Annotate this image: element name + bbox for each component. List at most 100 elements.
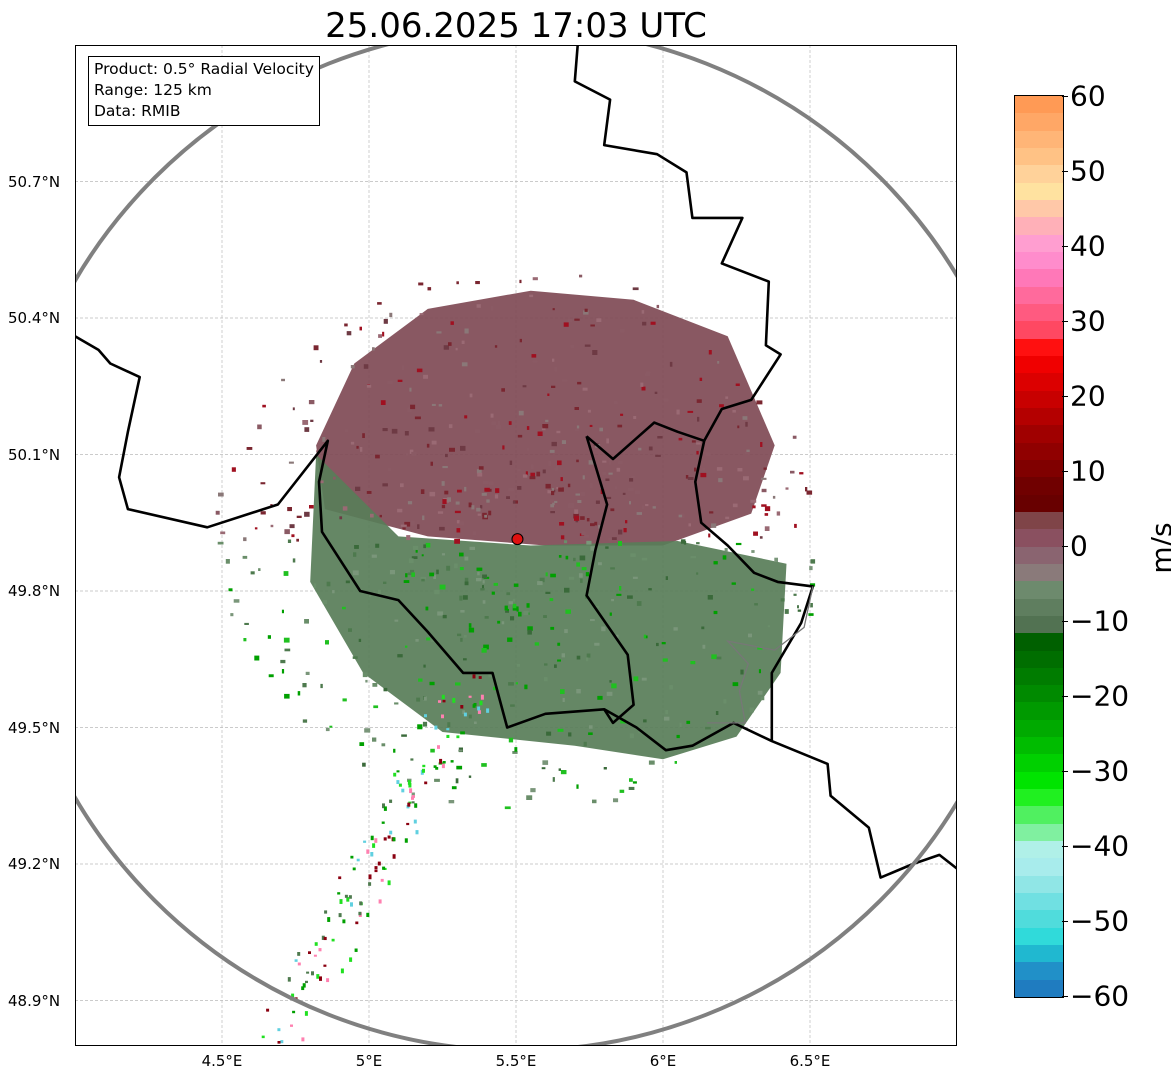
echo-speckle — [686, 720, 691, 724]
radar-speckles — [215, 274, 816, 1044]
echo-speckle — [732, 410, 736, 413]
echo-speckle — [481, 648, 487, 653]
echo-speckle — [550, 504, 554, 508]
echo-speckle — [806, 490, 813, 495]
streak-speckle — [363, 840, 367, 843]
streak-speckle — [290, 1024, 293, 1027]
echo-speckle — [592, 350, 598, 355]
echo-speckle — [619, 789, 625, 793]
echo-speckle — [401, 734, 407, 737]
echo-speckle — [548, 461, 552, 466]
echo-speckle — [418, 678, 423, 682]
colorbar-segment — [1015, 113, 1063, 131]
streak-speckle — [372, 843, 376, 848]
echo-speckle — [648, 588, 652, 591]
echo-speckle — [319, 360, 323, 363]
streak-speckle — [277, 1028, 281, 1032]
echo-speckle — [508, 601, 513, 605]
echo-speckle — [508, 421, 512, 425]
echo-speckle — [586, 540, 592, 545]
echo-speckle — [457, 633, 462, 637]
echo-speckle — [776, 511, 781, 516]
velocity-colorbar — [1014, 95, 1064, 998]
echo-speckle — [482, 600, 486, 604]
echo-speckle — [722, 555, 727, 560]
positive-core-echo — [316, 290, 775, 546]
echo-speckle — [449, 447, 455, 452]
echo-speckle — [423, 374, 428, 379]
streak-speckle — [277, 1041, 281, 1044]
echo-speckle — [381, 743, 386, 747]
echo-speckle — [567, 483, 571, 488]
streak-speckle — [349, 957, 353, 962]
echo-speckle — [393, 748, 396, 753]
echo-speckle — [608, 537, 612, 542]
echo-speckle — [745, 421, 748, 427]
echo-speckle — [757, 690, 763, 695]
echo-speckle — [606, 438, 609, 444]
echo-speckle — [565, 609, 571, 614]
echo-speckle — [609, 459, 612, 465]
echo-speckle — [480, 588, 485, 591]
streak-speckle — [318, 948, 322, 952]
echo-speckle — [589, 483, 593, 488]
lat-tick-label: 49.5°N — [8, 718, 61, 737]
colorbar-segment — [1015, 407, 1063, 426]
echo-speckle — [556, 430, 561, 434]
echo-speckle — [407, 572, 413, 576]
echo-speckle — [460, 731, 465, 735]
streak-speckle — [441, 714, 444, 719]
echo-speckle — [455, 682, 461, 686]
echo-speckle — [797, 605, 799, 609]
echo-speckle — [441, 504, 446, 509]
colorbar-segment — [1015, 650, 1063, 668]
echo-speckle — [350, 441, 355, 445]
colorbar-segment — [1015, 477, 1063, 495]
streak-speckle — [291, 993, 295, 998]
echo-speckle — [242, 555, 248, 559]
echo-speckle — [633, 416, 637, 419]
streak-speckle — [297, 952, 301, 956]
echo-speckle — [373, 705, 379, 709]
echo-speckle — [701, 626, 705, 630]
echo-speckle — [464, 415, 468, 419]
colorbar-segment — [1015, 182, 1063, 200]
echo-speckle — [605, 546, 609, 549]
echo-speckle — [568, 319, 572, 322]
streak-speckle — [344, 894, 348, 898]
streak-speckle — [327, 917, 331, 922]
echo-speckle — [550, 626, 555, 630]
echo-speckle — [545, 483, 551, 489]
echo-speckle — [441, 553, 445, 556]
colorbar-segment — [1015, 581, 1063, 599]
streak-speckle — [326, 978, 330, 983]
echo-speckle — [302, 719, 308, 723]
streak-speckle — [396, 770, 400, 773]
echo-speckle — [735, 542, 742, 546]
echo-speckle — [243, 638, 247, 642]
echo-speckle — [284, 648, 291, 652]
echo-speckle — [702, 644, 706, 649]
echo-speckle — [437, 511, 444, 514]
echo-speckle — [574, 407, 579, 410]
echo-speckle — [416, 697, 421, 702]
colorbar-tick-label: −10 — [1070, 604, 1130, 638]
echo-speckle — [462, 710, 465, 715]
echo-speckle — [397, 508, 403, 513]
echo-speckle — [260, 482, 266, 485]
echo-speckle — [599, 427, 603, 432]
echo-speckle — [411, 520, 415, 526]
streak-speckle — [408, 782, 412, 788]
streak-speckle — [415, 830, 419, 835]
colorbar-segment — [1015, 355, 1063, 374]
echo-speckle — [267, 635, 271, 639]
echo-speckle — [400, 524, 407, 527]
echo-speckle — [551, 488, 554, 493]
echo-speckle — [474, 721, 477, 724]
echo-speckle — [434, 589, 440, 595]
echo-speckle — [302, 420, 309, 425]
echo-speckle — [711, 523, 717, 528]
streak-speckle — [331, 938, 335, 942]
echo-speckle — [764, 513, 769, 516]
echo-speckle — [641, 557, 648, 561]
